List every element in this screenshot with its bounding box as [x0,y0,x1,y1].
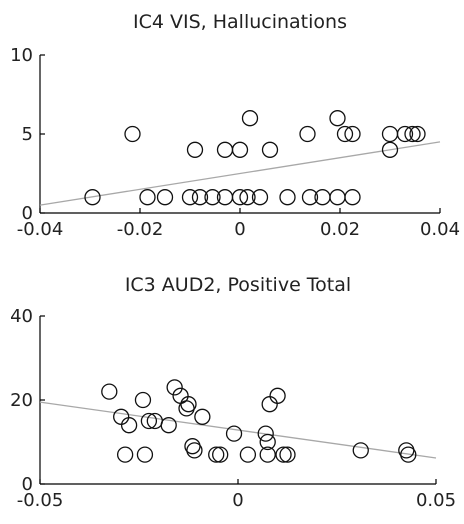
data-point [191,189,209,206]
data-point [101,383,118,400]
y-tick-label: 0 [22,474,33,495]
x-tick-label: 0.04 [420,219,460,240]
y-tick-label: 10 [10,45,33,66]
y-tick-label: 40 [10,306,33,327]
data-point [396,125,414,143]
regression-line [39,401,437,459]
x-tick-label: 0.05 [416,490,456,511]
data-point [329,189,346,206]
x-tick-label: 0.02 [320,219,360,240]
data-point [344,189,361,206]
data-point [344,125,361,143]
chart-title: IC4 VIS, Hallucinations [133,11,347,33]
y-tick-label: 20 [10,390,33,411]
data-point [239,189,256,206]
data-point [299,125,316,143]
data-point [239,446,257,463]
data-point [166,379,183,396]
x-tick-label: -0.05 [17,490,64,511]
data-point [279,446,296,463]
y-tick-label: 0 [22,203,33,224]
data-point [186,442,203,459]
data-point [181,189,199,206]
data-point [251,189,269,206]
chart-title: IC3 AUD2, Positive Total [125,274,351,296]
data-point [136,446,154,463]
data-point [409,125,426,143]
data-point [139,189,156,206]
data-point [84,189,101,206]
data-point [180,396,197,413]
data-point [208,446,225,463]
data-point [225,425,243,442]
data-point [156,189,174,206]
plot-hallucinations: IC4 VIS, Hallucinations -0.04 -0.02 0 0.02 0.… [10,11,460,240]
data-point [336,125,354,143]
data-point [212,446,229,463]
data-point [381,141,399,158]
data-point [231,189,249,206]
data-point [160,417,177,434]
x-tick-label: -0.02 [117,219,164,240]
data-point [259,433,276,451]
data-point [275,446,292,463]
data-point [186,141,204,158]
data-point [404,125,421,143]
data-point [124,125,141,143]
data-point [194,408,211,425]
data-point [259,446,276,463]
data-point [301,189,319,206]
data-point [134,391,152,409]
data-point [216,141,234,158]
data-point [329,110,346,127]
data-point [204,189,221,206]
x-tick-label: 0 [234,219,245,240]
data-point [381,125,399,143]
data-point [279,189,296,206]
x-tick-label: -0.04 [17,219,64,240]
data-point [261,141,279,158]
data-point [120,417,138,434]
data-point [241,110,259,127]
data-point [400,446,417,463]
data-point [113,408,130,425]
data-point [261,396,278,413]
data-point [269,387,286,404]
data-point [140,412,158,430]
data-point [352,442,369,459]
y-tick-label: 5 [22,124,33,145]
data-point [116,446,134,463]
data-point [231,141,249,158]
regression-line [39,141,441,206]
data-point [257,425,274,442]
x-tick-label: 0 [232,490,243,511]
